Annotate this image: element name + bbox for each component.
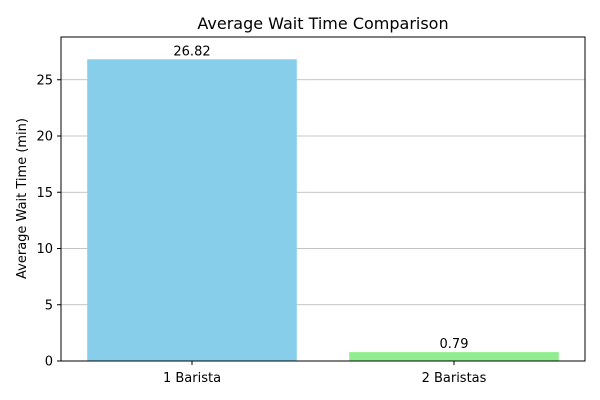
chart-title: Average Wait Time Comparison bbox=[197, 14, 448, 33]
y-tick-label: 20 bbox=[36, 130, 53, 145]
bar-1-barista bbox=[87, 59, 297, 362]
x-tick-label: 1 Barista bbox=[163, 371, 221, 386]
y-tick-label: 10 bbox=[36, 242, 53, 257]
bars: 26.82 0.79 bbox=[87, 44, 559, 362]
y-tick-label: 0 bbox=[45, 355, 53, 370]
y-tick-label: 25 bbox=[36, 73, 53, 88]
plot-frame bbox=[60, 36, 586, 362]
x-tick-label: 2 Baristas bbox=[422, 371, 487, 386]
bar-2-baristas bbox=[349, 352, 559, 361]
y-axis-label: Average Wait Time (min) bbox=[15, 118, 30, 279]
axes: 0 5 10 15 20 25 1 Barista 2 Baristas bbox=[36, 36, 586, 386]
bar-value-label: 26.82 bbox=[173, 44, 210, 59]
y-tick-label: 15 bbox=[36, 186, 53, 201]
y-tick-label: 5 bbox=[45, 298, 53, 313]
bar-value-label: 0.79 bbox=[440, 337, 469, 352]
